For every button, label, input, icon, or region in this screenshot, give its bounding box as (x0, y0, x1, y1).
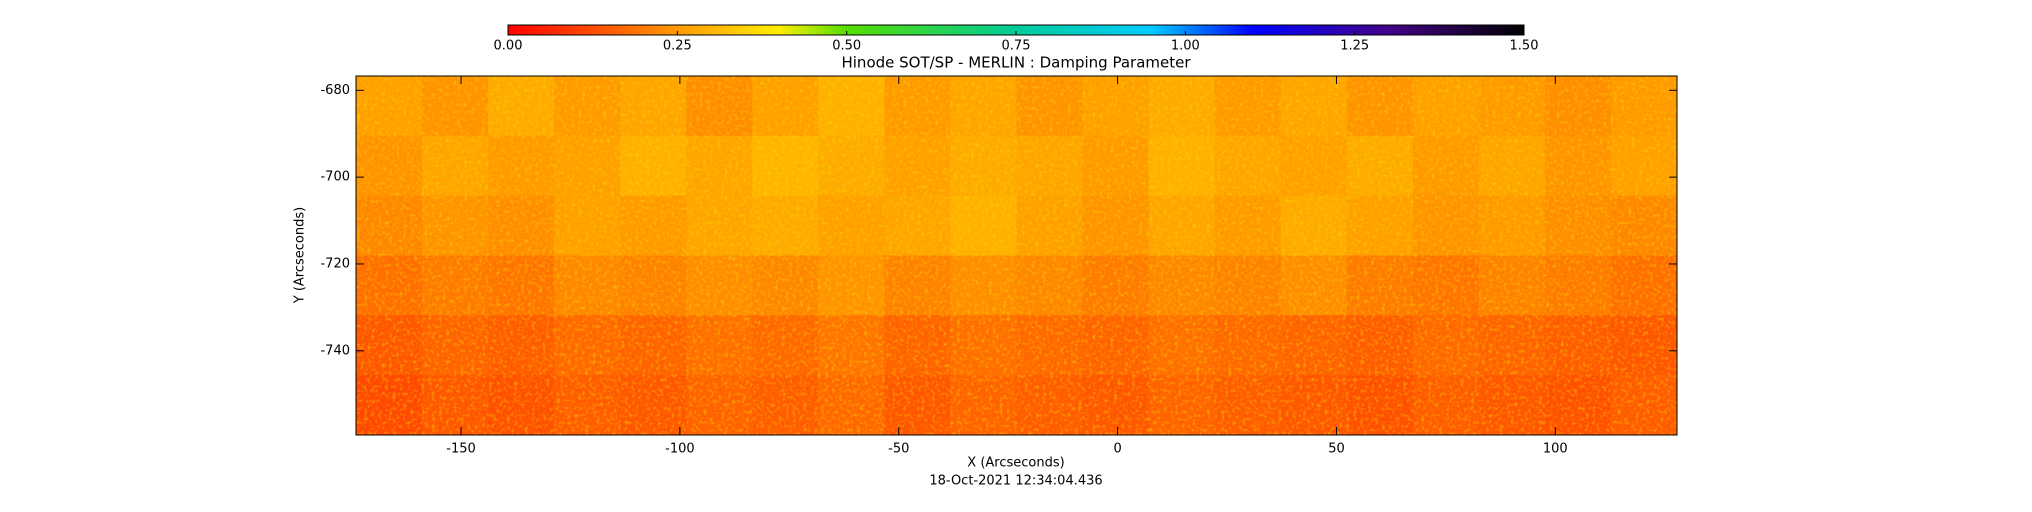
x-tick-label: -100 (665, 442, 695, 457)
texture (356, 76, 1677, 435)
x-tick-label: 0 (1113, 442, 1121, 457)
y-tick-label: -740 (320, 343, 350, 358)
x-tick-label: -150 (446, 442, 476, 457)
y-tick-label: -680 (320, 83, 350, 98)
colorbar-tick-label: 1.50 (1510, 39, 1539, 54)
chart-title: Hinode SOT/SP - MERLIN : Damping Paramet… (841, 54, 1191, 72)
texture-specks (356, 76, 1677, 435)
colorbar-tick-label: 0.00 (494, 39, 523, 54)
x-tick-label: 100 (1543, 442, 1568, 457)
y-tick-label: -700 (320, 170, 350, 185)
y-tick-label: -720 (320, 256, 350, 271)
plot-frame (355, 75, 1678, 436)
x-tick-label: -50 (888, 442, 909, 457)
x-tick-label: 50 (1328, 442, 1345, 457)
colorbar-tick-label: 0.75 (1002, 39, 1031, 54)
colorbar-tick-label: 0.25 (663, 39, 692, 54)
x-axis-label: X (Arcseconds) (967, 456, 1064, 471)
y-axis-label: Y (Arcseconds) (293, 207, 308, 304)
colorbar-tick-label: 1.25 (1340, 39, 1369, 54)
timestamp: 18-Oct-2021 12:34:04.436 (929, 474, 1102, 489)
colorbar-tick-label: 1.00 (1171, 39, 1200, 54)
colorbar-tick-label: 0.50 (832, 39, 861, 54)
